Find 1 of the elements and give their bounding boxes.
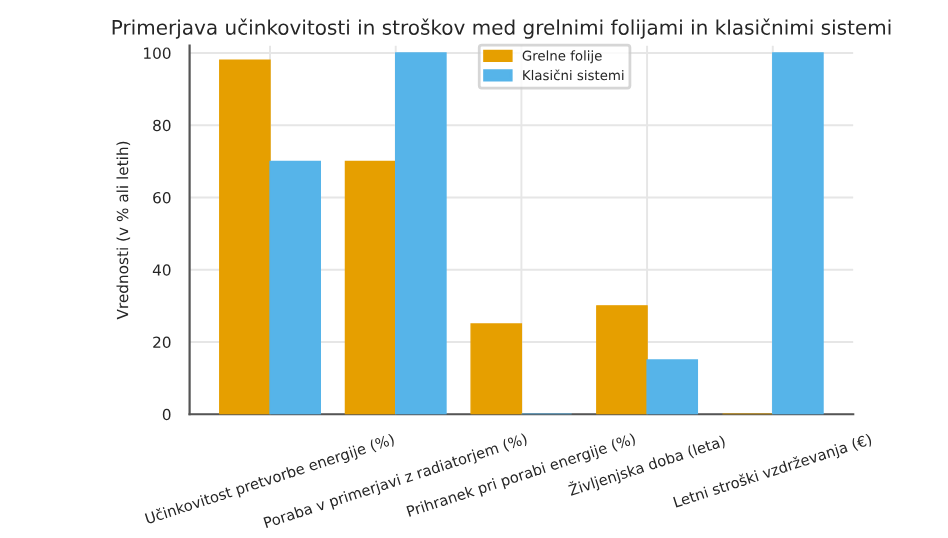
chart-title: Primerjava učinkovitosti in stroškov med grelnimi folijami in klasičnimi sistemi bbox=[112, 18, 891, 39]
